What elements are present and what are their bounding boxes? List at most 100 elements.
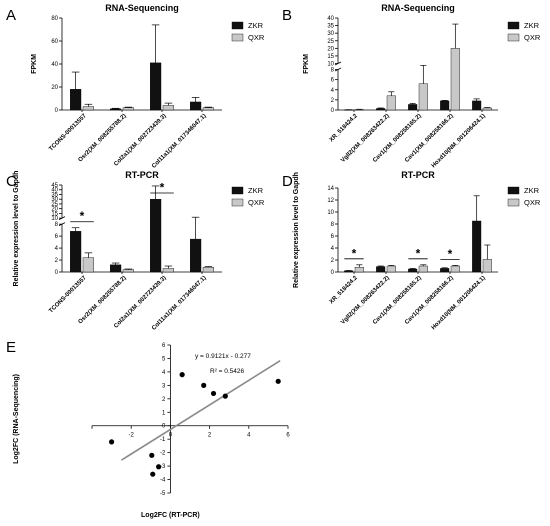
panel-letter: B bbox=[282, 7, 292, 24]
x-axis-label: Log2FC (RT-PCR) bbox=[141, 512, 200, 519]
y-axis-label: Log2FC (RNA-Sequencing) bbox=[13, 374, 20, 464]
legend-swatch-zkr bbox=[507, 186, 520, 195]
y-axis-label: Relative expression level to Gapdh bbox=[13, 171, 20, 287]
y-tick-label: 4 bbox=[55, 246, 59, 252]
scatter-point bbox=[201, 382, 207, 388]
y-tick-label: 4 bbox=[331, 88, 335, 94]
legend-swatch-zkr bbox=[507, 21, 520, 30]
bar-zkr bbox=[149, 199, 162, 273]
chart-title: RNA-Sequencing bbox=[381, 3, 455, 13]
y-tick-label: 0 bbox=[162, 424, 166, 430]
bar-qxr bbox=[482, 107, 492, 111]
legend-label-zkr: ZKR bbox=[524, 186, 540, 195]
legend-swatch-zkr bbox=[231, 21, 244, 30]
y-tick-label: 8 bbox=[331, 68, 335, 74]
y-tick-label: 4 bbox=[331, 246, 335, 252]
bar-zkr bbox=[376, 108, 386, 111]
x-tick-label: 6 bbox=[286, 433, 290, 439]
panel-letter: D bbox=[282, 173, 293, 190]
bar-zkr bbox=[376, 266, 386, 273]
bar-qxr bbox=[482, 259, 492, 273]
y-tick-label: 8 bbox=[331, 222, 335, 228]
bar-zkr bbox=[69, 231, 82, 273]
significance-star: * bbox=[160, 181, 165, 195]
bar-zkr bbox=[440, 268, 450, 273]
x-tick-label: 0 bbox=[169, 433, 173, 439]
y-tick-label: -4 bbox=[160, 478, 166, 484]
bar-zkr bbox=[189, 238, 202, 273]
y-tick-label: 10 bbox=[51, 216, 58, 222]
y-tick-label: 35 bbox=[327, 24, 334, 30]
y-tick-label: 15 bbox=[51, 211, 58, 217]
y-tick-label: 2 bbox=[55, 258, 59, 264]
legend-label-qxr: QXR bbox=[524, 198, 541, 207]
y-axis-label: FPKM bbox=[303, 54, 310, 74]
bar-zkr bbox=[149, 62, 162, 111]
y-tick-label: 2 bbox=[162, 397, 166, 403]
x-tick-label: Hoxd10(NM_001206424.1) bbox=[431, 113, 487, 169]
y-tick-label: 40 bbox=[327, 16, 334, 22]
scatter-point bbox=[275, 378, 281, 384]
y-tick-label: 6 bbox=[162, 343, 166, 349]
y-tick-label: 3 bbox=[162, 383, 166, 389]
x-tick-label: XR_518424.2 bbox=[329, 113, 360, 144]
scatter-point bbox=[149, 452, 155, 458]
y-tick-label: 25 bbox=[51, 202, 58, 208]
x-tick-label: XR_518424.2 bbox=[329, 275, 360, 306]
y-tick-label: -3 bbox=[160, 464, 166, 470]
y-tick-label: 1 bbox=[162, 410, 166, 416]
bar-qxr bbox=[386, 265, 396, 273]
bar-qxr bbox=[162, 105, 175, 111]
y-tick-label: -1 bbox=[160, 437, 166, 443]
legend-label-qxr: QXR bbox=[524, 33, 541, 42]
r-squared: R² = 0.5426 bbox=[210, 368, 245, 375]
panel-d: D RT-PCR 0 2 4 6 8 10 12 14 Relative expression le… bbox=[282, 170, 541, 331]
y-tick-label: 80 bbox=[51, 16, 58, 22]
bar-zkr bbox=[408, 104, 418, 111]
chart-title: RNA-Sequencing bbox=[105, 3, 179, 13]
legend-label-zkr: ZKR bbox=[248, 186, 264, 195]
y-tick-label: 15 bbox=[327, 54, 334, 60]
panel-letter: A bbox=[6, 7, 16, 24]
scatter-point bbox=[222, 393, 228, 399]
chart-title: RT-PCR bbox=[125, 170, 159, 180]
y-tick-label: 35 bbox=[51, 192, 58, 198]
scatter-point bbox=[156, 464, 162, 470]
y-tick-label: 0 bbox=[55, 108, 59, 114]
y-tick-label: -2 bbox=[160, 451, 166, 457]
bar-zkr bbox=[189, 101, 202, 111]
y-axis-label: FPKM bbox=[31, 54, 38, 74]
y-axis-label: Relative expression level to Gapdh bbox=[293, 172, 300, 288]
y-tick-label: 0 bbox=[331, 270, 335, 276]
legend-swatch-qxr bbox=[507, 33, 520, 42]
y-tick-label: 40 bbox=[51, 62, 58, 68]
y-tick-label: 45 bbox=[51, 183, 58, 189]
bar-zkr bbox=[109, 108, 122, 111]
bar-zkr bbox=[408, 268, 418, 273]
significance-star: * bbox=[416, 246, 421, 260]
x-tick-label: -2 bbox=[129, 433, 135, 439]
legend-swatch-qxr bbox=[231, 33, 244, 42]
y-tick-label: 40 bbox=[51, 188, 58, 194]
bar-qxr bbox=[450, 48, 460, 111]
bar-qxr bbox=[354, 267, 364, 273]
bar-qxr bbox=[122, 107, 135, 111]
x-tick-label: Hoxd10(NM_001206424.1) bbox=[431, 275, 487, 331]
bar-qxr bbox=[450, 265, 460, 273]
y-tick-label: 30 bbox=[327, 31, 334, 37]
legend-swatch-qxr bbox=[507, 198, 520, 207]
legend-label-zkr: ZKR bbox=[248, 21, 264, 30]
bar-zkr bbox=[472, 220, 482, 273]
legend-swatch-zkr bbox=[231, 186, 244, 195]
y-tick-label: 20 bbox=[327, 46, 334, 52]
chart-title: RT-PCR bbox=[401, 170, 435, 180]
y-tick-label: 25 bbox=[327, 39, 334, 45]
y-tick-label: 8 bbox=[55, 222, 59, 228]
y-tick-label: 0 bbox=[55, 270, 59, 276]
trendline-equation: y = 0.9121x - 0.277 bbox=[195, 353, 251, 360]
y-tick-label: 6 bbox=[331, 234, 335, 240]
